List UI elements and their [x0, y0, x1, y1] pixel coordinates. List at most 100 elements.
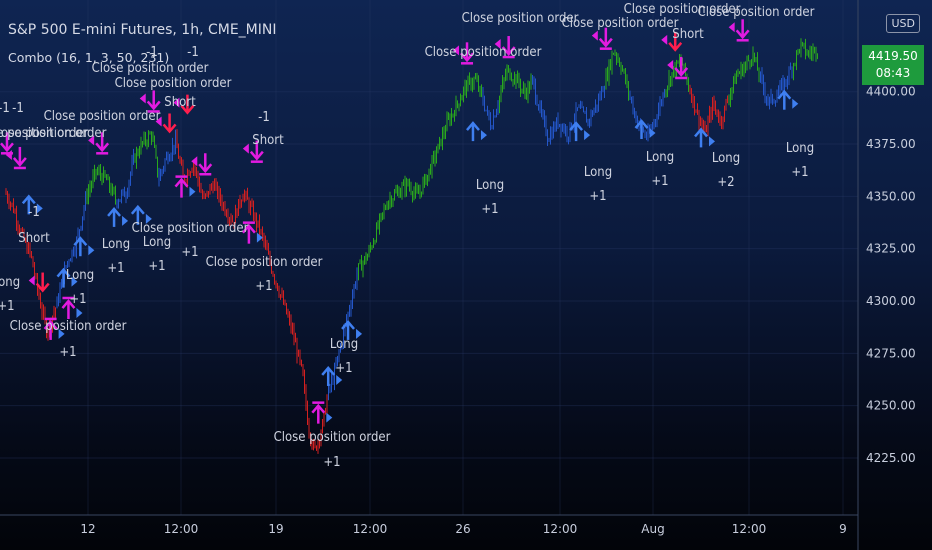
- annotation-label-28: Long: [330, 337, 358, 352]
- x-tick-label-5: 12:00: [543, 522, 578, 536]
- time-axis[interactable]: 12 12:00 19 12:00 26 12:00 Aug 12:00 9: [80, 522, 846, 536]
- annotation-label-47: +1: [791, 165, 808, 180]
- annotation-label-17: +1: [148, 259, 165, 274]
- long-marker-5: [56, 267, 78, 288]
- long-marker-29: [694, 127, 716, 148]
- close-marker-21: [453, 42, 474, 65]
- currency-button[interactable]: USD: [886, 14, 920, 33]
- annotation-label-16: Long: [143, 235, 171, 250]
- annotation-label-20: Close position order: [206, 255, 323, 270]
- short-marker-3: [28, 272, 50, 293]
- long-marker-26: [634, 119, 656, 140]
- long-marker-22: [466, 121, 487, 142]
- annotation-label-5: Close position order: [92, 61, 209, 76]
- y-tick-label-6: 4375.00: [866, 137, 916, 151]
- long-marker-19: [321, 366, 343, 386]
- last-price-tag: 4419.50 08:43: [862, 45, 924, 85]
- x-tick-label-7: 12:00: [732, 522, 767, 536]
- close-marker-13: [174, 175, 196, 198]
- annotation-label-14: Long: [102, 237, 130, 252]
- indicator-label[interactable]: Combo (16, 1, 3, 50, 231): [8, 50, 170, 65]
- annotation-label-34: Close position order: [562, 16, 679, 31]
- close-marker-8: [88, 132, 110, 155]
- annotation-label-9: Short: [164, 95, 196, 110]
- annotation-label-19: +1: [181, 245, 198, 260]
- annotation-label-2: -1: [12, 101, 24, 116]
- annotation-label-10: -1: [258, 110, 270, 125]
- x-tick-label-1: 12:00: [164, 522, 199, 536]
- close-marker-17: [242, 140, 264, 163]
- x-tick-label-6: Aug: [641, 522, 664, 536]
- long-marker-20: [341, 320, 363, 340]
- annotation-label-8: -1: [187, 45, 199, 60]
- annotation-label-7: -1: [146, 45, 158, 60]
- x-tick-label-4: 26: [455, 522, 470, 536]
- annotation-label-43: +1: [651, 174, 668, 189]
- y-tick-label-1: 4250.00: [866, 399, 916, 413]
- annotation-label-27: +1: [59, 345, 76, 360]
- long-marker-10: [130, 204, 152, 225]
- annotation-label-3: Close position order: [0, 126, 89, 141]
- annotation-label-1: -1: [0, 101, 10, 116]
- annotation-label-36: Close position order: [698, 5, 815, 20]
- annotation-label-45: +2: [717, 175, 734, 190]
- annotation-label-12: -1: [28, 205, 40, 220]
- short-marker-12: [155, 113, 177, 134]
- x-tick-label-2: 19: [268, 522, 283, 536]
- annotation-label-31: +1: [323, 455, 340, 470]
- annotation-label-13: Short: [18, 231, 50, 246]
- short-marker-14: [173, 94, 195, 115]
- annotation-label-6: Close position order: [115, 76, 232, 91]
- annotation-label-4: Close position order: [44, 109, 161, 124]
- annotation-label-11: Short: [252, 133, 284, 148]
- long-marker-7: [73, 236, 95, 257]
- annotation-label-38: Long: [476, 178, 504, 193]
- grid-lines: [0, 0, 859, 550]
- annotation-label-33: Close position order: [462, 11, 579, 26]
- annotation-label-15: +1: [107, 261, 124, 276]
- close-marker-6: [61, 296, 83, 320]
- last-price: 4419.50: [868, 49, 918, 63]
- close-marker-25: [591, 27, 613, 50]
- annotation-label-0: Close position order: [0, 126, 107, 141]
- close-marker-15: [191, 153, 213, 176]
- short-marker-27: [661, 31, 683, 52]
- annotation-label-25: +1: [0, 299, 15, 314]
- annotation-label-35: Close position order: [624, 2, 741, 17]
- long-marker-24: [569, 121, 591, 142]
- close-marker-1: [5, 146, 27, 170]
- chart-title: S&P 500 E-mini Futures, 1h, CME_MINI: [8, 22, 277, 38]
- annotation-label-22: Long: [66, 268, 94, 283]
- close-marker-4: [43, 317, 65, 340]
- annotation-label-21: +1: [255, 279, 272, 294]
- annotation-label-40: Long: [584, 165, 612, 180]
- close-marker-11: [139, 90, 161, 113]
- annotation-label-42: Long: [646, 150, 674, 165]
- annotation-label-24: Long: [0, 275, 20, 290]
- annotation-label-18: Close position order: [132, 221, 249, 236]
- trade-markers: [0, 19, 799, 424]
- close-marker-28: [667, 56, 689, 80]
- annotation-label-41: +1: [589, 189, 606, 204]
- long-marker-9: [107, 206, 129, 227]
- annotation-label-39: +1: [481, 202, 498, 217]
- annotation-label-37: Short: [672, 27, 704, 42]
- y-tick-label-3: 4300.00: [866, 294, 916, 308]
- annotation-label-46: Long: [786, 141, 814, 156]
- y-tick-label-5: 4350.00: [866, 189, 916, 203]
- y-tick-label-7: 4400.00: [866, 85, 916, 99]
- annotation-label-30: Close position order: [274, 430, 391, 445]
- annotation-label-26: Close position order: [10, 319, 127, 334]
- close-marker-23: [494, 36, 516, 59]
- close-marker-18: [311, 401, 333, 424]
- annotation-label-29: +1: [335, 361, 352, 376]
- annotation-label-23: +1: [69, 292, 86, 307]
- annotation-label-44: Long: [712, 151, 740, 166]
- close-marker-30: [728, 19, 750, 42]
- y-tick-label-0: 4225.00: [866, 451, 916, 465]
- x-tick-label-3: 12:00: [353, 522, 388, 536]
- candlestick-series: [5, 38, 818, 454]
- price-axis[interactable]: 4225.00 4250.00 4275.00 4300.00 4325.00 4350.…: [866, 85, 916, 465]
- y-tick-label-2: 4275.00: [866, 346, 916, 360]
